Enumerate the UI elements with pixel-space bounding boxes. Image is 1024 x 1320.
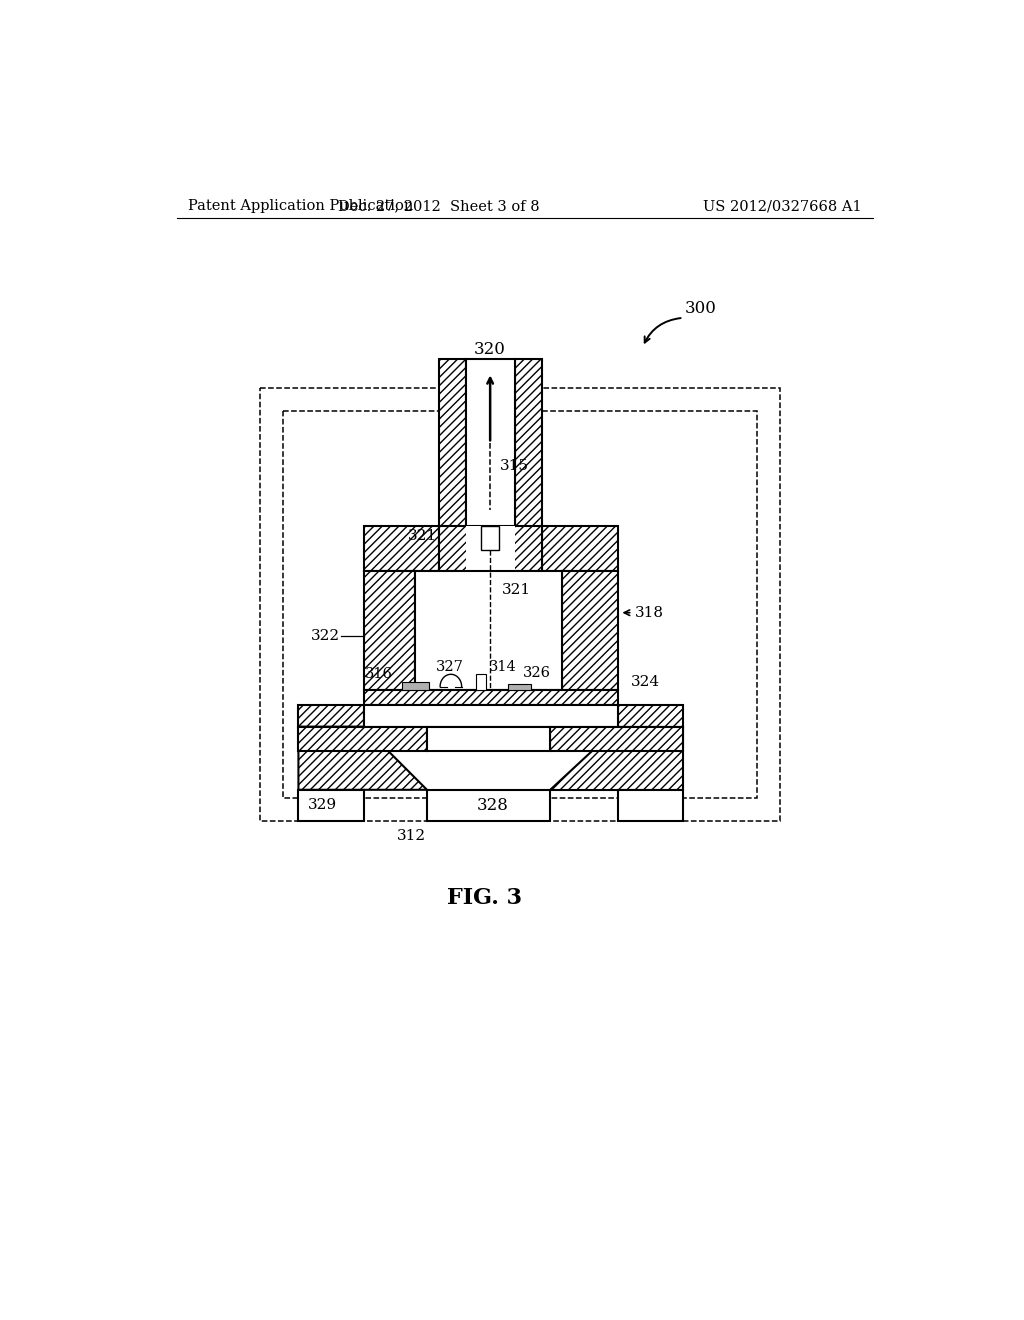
Polygon shape	[364, 689, 617, 705]
Text: Dec. 27, 2012  Sheet 3 of 8: Dec. 27, 2012 Sheet 3 of 8	[338, 199, 540, 213]
Text: 314: 314	[488, 660, 516, 673]
Polygon shape	[562, 572, 617, 689]
Text: US 2012/0327668 A1: US 2012/0327668 A1	[703, 199, 862, 213]
Polygon shape	[364, 525, 438, 572]
Text: FIG. 3: FIG. 3	[447, 887, 522, 908]
Text: 324: 324	[631, 675, 660, 689]
Polygon shape	[542, 525, 617, 572]
Polygon shape	[475, 675, 486, 689]
Polygon shape	[438, 359, 466, 528]
Polygon shape	[550, 726, 683, 789]
Polygon shape	[298, 726, 427, 789]
Polygon shape	[298, 726, 427, 751]
Polygon shape	[364, 705, 617, 726]
Text: 321: 321	[408, 529, 437, 543]
Polygon shape	[364, 572, 416, 689]
Text: 322: 322	[311, 628, 340, 643]
Text: 320: 320	[474, 341, 506, 358]
Polygon shape	[617, 705, 683, 726]
Polygon shape	[508, 684, 531, 690]
Polygon shape	[466, 525, 515, 572]
Polygon shape	[550, 726, 683, 751]
Polygon shape	[298, 705, 364, 726]
Polygon shape	[427, 726, 550, 751]
Text: 318: 318	[635, 606, 664, 619]
Polygon shape	[515, 359, 542, 528]
Polygon shape	[481, 525, 500, 549]
Text: 327: 327	[436, 660, 464, 673]
Text: Patent Application Publication: Patent Application Publication	[188, 199, 414, 213]
Text: 316: 316	[365, 668, 392, 681]
Polygon shape	[402, 682, 429, 690]
Polygon shape	[416, 572, 562, 689]
Text: 300: 300	[685, 300, 717, 317]
Polygon shape	[617, 789, 683, 821]
Text: 312: 312	[397, 829, 426, 843]
Text: 321: 321	[502, 582, 530, 597]
Text: 326: 326	[523, 665, 551, 680]
Polygon shape	[427, 789, 550, 821]
Text: 328: 328	[476, 797, 508, 813]
Polygon shape	[466, 359, 515, 528]
Polygon shape	[298, 789, 364, 821]
Text: 329: 329	[307, 799, 337, 812]
Polygon shape	[438, 525, 542, 572]
Text: 315: 315	[500, 459, 528, 474]
